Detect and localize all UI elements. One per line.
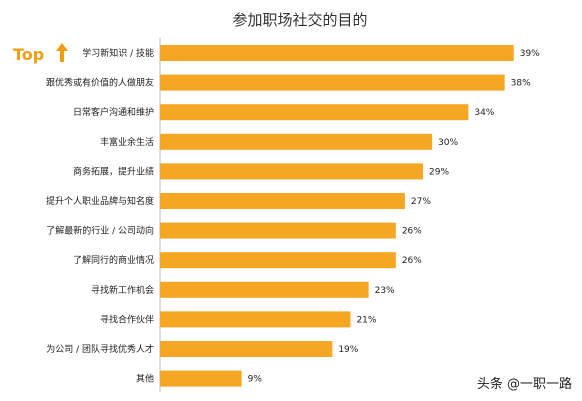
category-label: 日常客户沟通和维护 — [73, 106, 154, 118]
category-label: 跟优秀或有价值的人做朋友 — [46, 77, 154, 89]
category-label: 寻找合作伙伴 — [100, 313, 154, 325]
up-arrow-icon — [56, 43, 68, 62]
value-label: 29% — [429, 167, 449, 177]
category-label: 为公司 / 团队寻找优秀人才 — [46, 343, 154, 355]
category-label: 提升个人职业品牌与知名度 — [46, 195, 154, 207]
value-label: 26% — [402, 256, 422, 266]
value-label: 9% — [248, 375, 263, 385]
category-label: 其他 — [136, 373, 154, 385]
category-label: 了解同行的商业情况 — [73, 254, 154, 266]
category-label: 商务拓展，提升业绩 — [73, 165, 154, 177]
bar — [160, 133, 433, 150]
bar — [160, 193, 405, 209]
chart-title: 参加职场社交的目的 — [232, 11, 367, 29]
bar — [160, 45, 514, 61]
value-label: 34% — [474, 108, 494, 118]
bar — [160, 281, 369, 298]
top-annotation: Top — [13, 43, 68, 64]
watermark: 头条 @一职一路 — [477, 376, 572, 392]
value-label: 23% — [375, 286, 395, 296]
bar — [160, 74, 505, 91]
category-label: 学习新知识 / 技能 — [82, 47, 154, 59]
bars-layer: 学习新知识 / 技能 39% 跟优秀或有价值的人做朋友 38% 日常客户沟通和维护 34%… — [46, 45, 540, 387]
top-label: Top — [13, 45, 44, 64]
bar — [160, 252, 396, 269]
bar — [160, 222, 396, 239]
value-label: 19% — [338, 345, 358, 355]
bar — [160, 370, 242, 387]
value-label: 39% — [520, 49, 540, 59]
value-label: 38% — [511, 79, 531, 89]
bar — [160, 104, 469, 121]
value-label: 27% — [411, 197, 431, 207]
bar — [160, 311, 351, 328]
category-label: 寻找新工作机会 — [91, 284, 154, 296]
category-label: 丰富业余生活 — [100, 136, 154, 148]
value-label: 30% — [438, 138, 458, 148]
value-label: 26% — [402, 227, 422, 237]
bar — [160, 163, 424, 180]
bar — [160, 341, 333, 357]
value-label: 21% — [356, 315, 376, 325]
category-label: 了解最新的行业 / 公司动向 — [46, 225, 154, 237]
